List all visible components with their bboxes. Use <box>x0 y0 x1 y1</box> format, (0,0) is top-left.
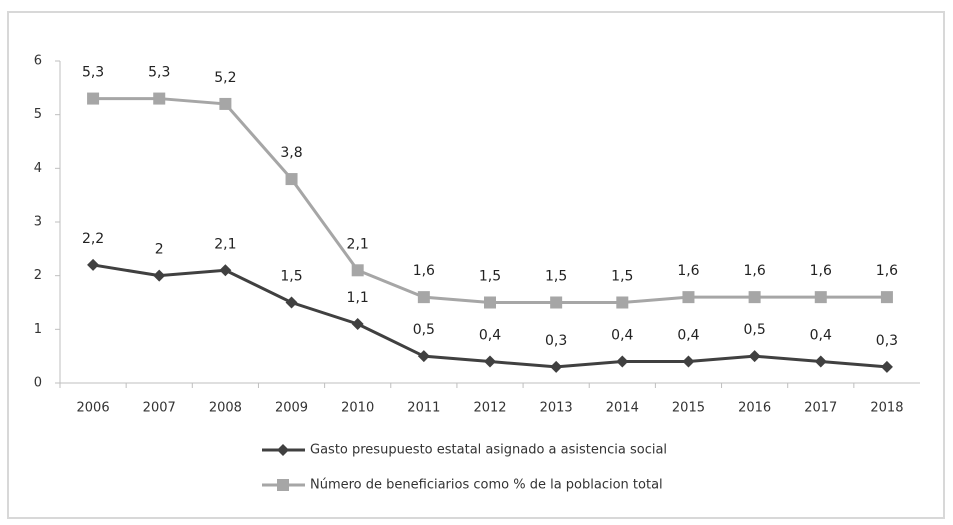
marker <box>616 355 629 368</box>
marker <box>550 360 563 373</box>
marker <box>484 296 496 309</box>
x-tick-label: 2017 <box>804 401 837 416</box>
x-tick-label: 2007 <box>143 401 176 416</box>
x-tick-label: 2013 <box>540 401 573 416</box>
data-label: 1,5 <box>545 269 567 285</box>
data-label: 0,4 <box>810 328 832 344</box>
x-tick-label: 2008 <box>209 401 242 416</box>
x-tick-label: 2018 <box>870 401 903 416</box>
marker <box>616 296 629 309</box>
data-label: 2,2 <box>82 231 104 247</box>
legend-label: Número de beneficiarios como % de la pob… <box>310 478 663 493</box>
x-tick-label: 2010 <box>341 401 374 416</box>
data-label: 1,6 <box>810 263 832 279</box>
marker <box>417 291 430 304</box>
y-tick-label: 2 <box>34 268 42 283</box>
marker <box>550 296 563 309</box>
legend-marker <box>277 444 289 456</box>
marker <box>814 355 827 368</box>
marker <box>351 264 364 277</box>
y-tick-label: 4 <box>34 161 42 176</box>
y-tick-label: 6 <box>34 54 42 69</box>
data-label: 2,1 <box>347 236 369 252</box>
x-tick-label: 2006 <box>77 401 110 416</box>
marker <box>880 291 893 304</box>
data-label: 1,6 <box>876 263 898 279</box>
data-label: 5,3 <box>148 65 170 81</box>
marker <box>748 350 761 363</box>
data-label: 1,6 <box>743 263 765 279</box>
marker <box>285 296 298 309</box>
marker <box>682 355 695 368</box>
marker <box>417 350 430 363</box>
x-tick-label: 2014 <box>606 401 639 416</box>
data-label: 5,2 <box>214 70 236 86</box>
data-label: 3,8 <box>280 145 302 161</box>
data-label: 2 <box>155 242 164 258</box>
data-label: 1,5 <box>611 269 633 285</box>
data-label: 0,4 <box>677 328 699 344</box>
marker <box>682 291 695 304</box>
y-tick-label: 0 <box>34 376 42 391</box>
data-label: 1,1 <box>347 290 369 306</box>
marker <box>153 269 166 282</box>
marker <box>285 173 298 186</box>
marker <box>748 291 761 304</box>
y-tick-label: 1 <box>34 322 42 337</box>
data-label: 1,6 <box>677 263 699 279</box>
y-tick-label: 5 <box>34 107 42 122</box>
data-label: 2,1 <box>214 236 236 252</box>
marker <box>351 317 364 330</box>
data-label: 0,3 <box>876 333 898 349</box>
legend-marker <box>277 479 289 491</box>
x-tick-label: 2012 <box>473 401 506 416</box>
data-label: 1,5 <box>479 269 501 285</box>
data-label: 5,3 <box>82 65 104 81</box>
x-tick-label: 2016 <box>738 401 771 416</box>
marker <box>87 92 100 105</box>
y-tick-label: 3 <box>34 215 42 230</box>
x-tick-label: 2011 <box>407 401 440 416</box>
marker <box>814 291 827 304</box>
x-tick-label: 2009 <box>275 401 308 416</box>
data-label: 1,6 <box>413 263 435 279</box>
data-label: 0,3 <box>545 333 567 349</box>
marker <box>219 97 232 110</box>
data-label: 0,5 <box>743 322 765 338</box>
legend-label: Gasto presupuesto estatal asignado a asi… <box>310 443 667 458</box>
marker <box>153 92 166 105</box>
data-label: 1,5 <box>280 269 302 285</box>
marker <box>87 258 100 271</box>
marker <box>880 360 893 373</box>
x-tick-label: 2015 <box>672 401 705 416</box>
data-label: 0,4 <box>479 328 501 344</box>
data-label: 0,4 <box>611 328 633 344</box>
data-label: 0,5 <box>413 322 435 338</box>
marker <box>219 264 232 277</box>
marker <box>484 355 496 368</box>
